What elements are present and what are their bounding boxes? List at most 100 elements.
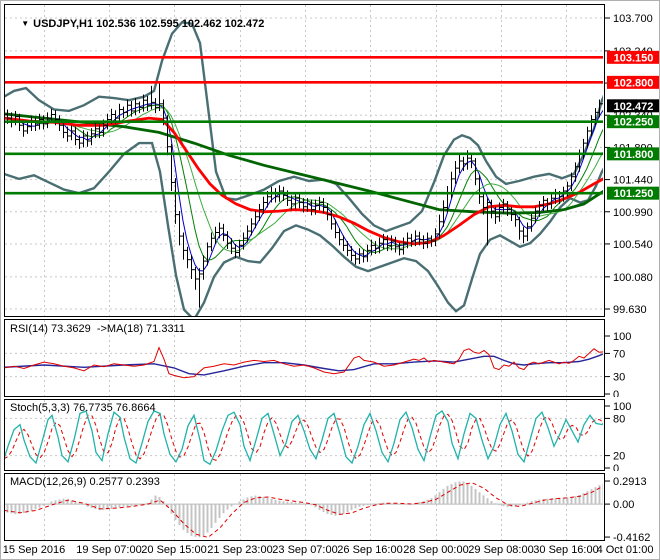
svg-text:103.150: 103.150 (614, 52, 654, 64)
ohlc-bar (97, 124, 102, 139)
ohlc-bar (173, 178, 178, 224)
ohlc-bar (373, 241, 378, 254)
ohlc-bar (61, 120, 66, 139)
ohlc-bar (421, 235, 426, 249)
svg-text:101.250: 101.250 (614, 188, 654, 200)
ohlc-bar (145, 95, 150, 111)
panel-border (4, 319, 605, 397)
axis-tick-label: 0.2913 (613, 476, 647, 488)
ohlc-bar (153, 98, 158, 114)
price-tag-101.250[interactable]: 101.250 (607, 186, 660, 201)
axis-tick-label: -0.4162 (613, 532, 650, 541)
ohlc-bar (177, 211, 182, 246)
ohlc-bar (433, 228, 438, 247)
axis-tick-label: 100 (613, 331, 631, 343)
svg-text:102.472: 102.472 (614, 101, 654, 113)
ohlc-bar (25, 120, 30, 134)
ohlc-bar (125, 99, 130, 117)
macd-signal-line (5, 482, 603, 538)
ohlc-bar (245, 225, 250, 243)
macd-panel: 0.2913 0.00 -0.4162 (4, 473, 650, 541)
time-label: 28 Sep 00:00 (403, 544, 469, 556)
ohlc-bar (149, 85, 154, 110)
price-tag-103.150[interactable]: 103.150 (607, 50, 660, 64)
ohlc-bar (533, 206, 538, 224)
ohlc-bar (269, 186, 274, 203)
ohlc-bar (437, 214, 442, 239)
symbol-dropdown-icon[interactable]: ▼ (21, 19, 30, 28)
time-label: 26 Sep 16:00 (337, 544, 403, 556)
ohlc-bar (57, 115, 62, 131)
ohlc-bar (169, 143, 174, 192)
ohlc-bar (597, 99, 602, 118)
price-tag-102.472[interactable]: 102.472 (607, 99, 660, 113)
time-label: 4 Oct 01:00 (596, 544, 654, 556)
chart-title-text: USDJPY,H1 102.536 102.595 102.462 102.47… (33, 18, 265, 30)
ohlc-bar (121, 106, 126, 119)
ohlc-bar (89, 128, 94, 146)
ohlc-bar (417, 231, 422, 246)
ohlc-bar (409, 233, 414, 247)
ohlc-bar (213, 226, 218, 244)
ohlc-bar (353, 251, 358, 265)
ohlc-bar (205, 242, 210, 266)
ohlc-bar (425, 232, 430, 249)
ohlc-bar (525, 222, 530, 242)
ohlc-bar (357, 248, 362, 264)
ohlc-bar (301, 198, 306, 213)
price-tag-102.800[interactable]: 102.800 (607, 75, 660, 90)
ohlc-bar (493, 206, 498, 224)
price-tag-101.800[interactable]: 101.800 (607, 147, 660, 161)
ohlc-bar (185, 246, 190, 269)
time-axis: 15 Sep 2016 19 Sep 07:00 20 Sep 15:00 21 Se… (2, 544, 658, 559)
ohlc-bar (385, 235, 390, 252)
ohlc-bar (413, 230, 418, 247)
ohlc-bar (313, 199, 318, 215)
ohlc-bar (221, 223, 226, 242)
ohlc-bar (517, 216, 522, 240)
ohlc-bar (317, 196, 322, 211)
ohlc-bar (393, 236, 398, 253)
axis-tick-label: 100.990 (613, 207, 653, 219)
macd-indicator-label: MACD(12,26,9) 0.2577 0.2393 (10, 476, 160, 488)
ohlc-bar (601, 103, 603, 105)
axis-tick-label: 100.540 (613, 239, 653, 251)
axis-tick-label: 30 (613, 372, 625, 384)
ohlc-bar (477, 175, 482, 204)
ohlc-bar (157, 82, 162, 111)
time-label: 29 Sep 08:00 (468, 544, 534, 556)
time-label: 21 Sep 23:00 (207, 544, 273, 556)
ohlc-bar (217, 222, 222, 239)
ohlc-bar (429, 235, 434, 247)
svg-text:102.800: 102.800 (614, 77, 654, 89)
stoch-indicator-label: Stoch(5,3,3) 76.7735 76.8664 (10, 402, 156, 414)
time-label: 23 Sep 07:00 (272, 544, 338, 556)
axis-tick-label: 20 (613, 451, 625, 463)
rsi-panel: 100 70 30 0 (4, 319, 631, 397)
ohlc-bar (321, 198, 326, 214)
ohlc-bar (249, 218, 254, 236)
ohlc-bar (405, 232, 410, 249)
price-tag-102.250[interactable]: 102.250 (607, 115, 660, 129)
axis-tick-label: 0 (613, 463, 619, 471)
time-label: 15 Sep 2016 (2, 544, 66, 556)
ohlc-bar (401, 237, 406, 255)
ohlc-bar (65, 126, 70, 142)
ohlc-bar (257, 203, 262, 222)
ohlc-bar (529, 213, 534, 232)
ohlc-bar (129, 100, 134, 117)
panel-border (4, 399, 605, 471)
ohlc-bar (73, 126, 78, 146)
thin-ma-line (54, 107, 603, 252)
ohlc-bar (309, 199, 314, 216)
ohlc-bar (93, 123, 98, 139)
ohlc-bar (181, 232, 186, 260)
axis-tick-label: 103.700 (613, 13, 653, 25)
ohlc-bar (361, 249, 366, 263)
ohlc-bar (457, 153, 462, 174)
ohlc-bar (377, 237, 382, 254)
ohlc-bar (85, 131, 90, 147)
ohlc-bar (501, 198, 506, 214)
ohlc-bar (461, 156, 466, 172)
